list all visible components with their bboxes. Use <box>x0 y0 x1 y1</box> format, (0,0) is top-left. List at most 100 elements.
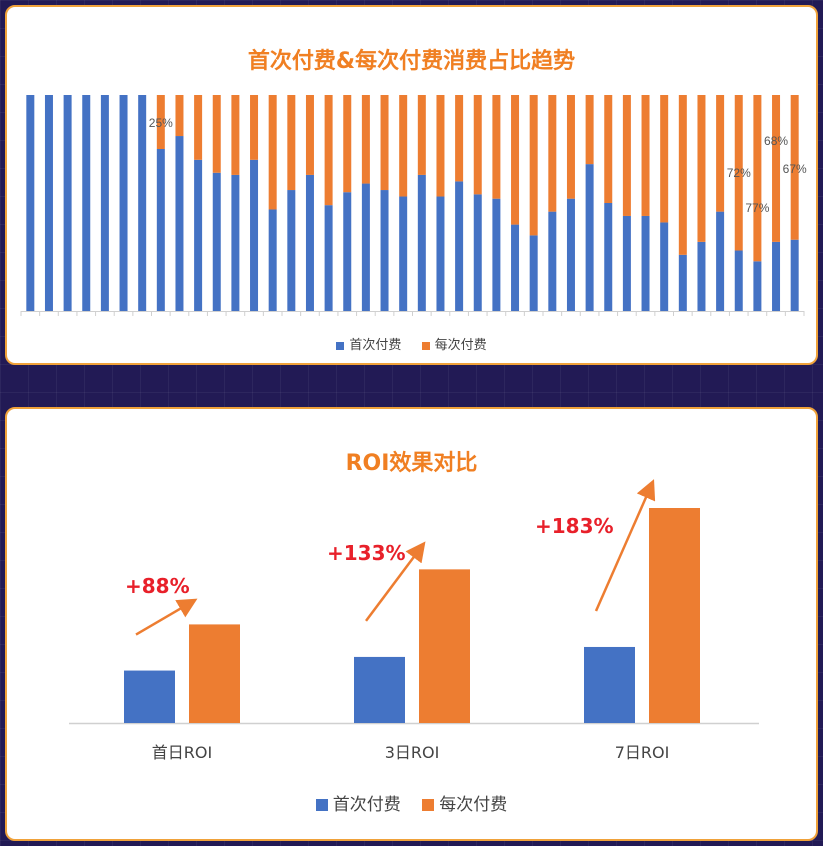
legend-label-repeat: 每次付费 <box>439 795 508 815</box>
bar-first <box>100 95 109 311</box>
roi-title: ROI效果对比 <box>345 451 478 476</box>
bar-repeat <box>492 95 501 199</box>
bar-first <box>287 190 296 311</box>
bar-first <box>119 95 128 311</box>
bar-repeat <box>473 95 482 195</box>
bar-repeat <box>455 95 464 182</box>
bar-repeat <box>697 95 706 242</box>
bar-first <box>250 159 259 311</box>
bar-first <box>772 241 781 311</box>
bar-first <box>417 174 426 311</box>
bar-first <box>343 192 352 311</box>
bar-repeat <box>566 95 575 199</box>
bar-repeat <box>716 95 725 212</box>
bar-repeat <box>399 95 408 197</box>
bar-repeat <box>790 95 799 240</box>
growth-annotation: +88% <box>125 574 190 598</box>
bar-first <box>641 215 650 311</box>
growth-annotation: +133% <box>327 541 406 565</box>
legend-swatch-first <box>315 799 328 811</box>
bar-repeat <box>622 95 631 216</box>
share-trend-panel: 首次付费&每次付费消费占比趋势 25% 72% 77% 68% 67% 首次付费 每次付… <box>5 5 818 365</box>
bar-first <box>455 181 464 311</box>
legend-swatch-repeat <box>422 799 435 811</box>
bar-repeat <box>548 95 557 212</box>
legend-item-repeat: 每次付费 <box>422 790 507 815</box>
bar-first <box>399 196 408 311</box>
bar-first <box>604 203 613 311</box>
data-label: 68% <box>764 134 788 148</box>
bar-repeat <box>175 95 184 137</box>
roi-legend: 首次付费 每次付费 <box>7 790 816 815</box>
bar-first <box>305 174 314 311</box>
bar-first <box>124 670 175 723</box>
bar-repeat <box>305 95 314 175</box>
bar-repeat <box>678 95 687 255</box>
legend-label-first: 首次付费 <box>332 795 401 815</box>
bar-first <box>63 95 72 311</box>
x-tick-label: 首日ROI <box>152 743 212 762</box>
data-label: 25% <box>149 116 173 130</box>
bar-first <box>231 174 240 311</box>
roi-chart: 首日ROI +88% 3日ROI +133% 7日ROI +183% <box>69 479 759 762</box>
bar-first <box>492 198 501 311</box>
bar-first <box>361 183 370 311</box>
bar-repeat <box>604 95 613 203</box>
bar-repeat <box>231 95 240 175</box>
bar-first <box>212 172 221 311</box>
bar-repeat <box>189 624 240 723</box>
bar-first <box>138 95 147 311</box>
bar-repeat <box>380 95 389 191</box>
bar-first <box>548 211 557 311</box>
x-tick-label: 7日ROI <box>615 743 670 762</box>
bar-repeat <box>511 95 520 225</box>
bar-repeat <box>194 95 203 160</box>
roi-panel: ROI效果对比 首日ROI +88% 3日ROI +133% 7日ROI +183% 首次… <box>5 407 818 841</box>
bar-first <box>324 205 333 311</box>
bar-repeat <box>529 95 538 236</box>
bar-repeat <box>772 95 781 242</box>
bar-first <box>790 239 799 311</box>
growth-annotation: +183% <box>535 514 614 538</box>
bar-repeat <box>660 95 669 223</box>
bar-first <box>734 250 743 311</box>
x-tick-label: 3日ROI <box>385 743 440 762</box>
bar-repeat <box>250 95 259 160</box>
bar-repeat <box>268 95 277 210</box>
share-trend-title: 首次付费&每次付费消费占比趋势 <box>247 49 576 74</box>
data-label: 72% <box>727 166 751 180</box>
bar-first <box>194 159 203 311</box>
share-trend-legend: 首次付费 每次付费 <box>7 334 816 353</box>
legend-item-repeat: 每次付费 <box>421 334 487 353</box>
legend-swatch-repeat <box>421 341 430 350</box>
bar-repeat <box>343 95 352 193</box>
bar-first <box>436 196 445 311</box>
bar-first <box>44 95 53 311</box>
bar-repeat <box>156 95 165 149</box>
bar-first <box>753 261 762 311</box>
bar-first <box>511 224 520 311</box>
bar-repeat <box>649 508 700 723</box>
growth-arrow <box>594 479 656 612</box>
bar-first <box>268 209 277 311</box>
legend-swatch-first <box>336 341 345 350</box>
bar-first <box>566 198 575 311</box>
bar-repeat <box>436 95 445 197</box>
bar-repeat <box>419 569 470 723</box>
bar-first <box>529 235 538 311</box>
bar-first <box>660 222 669 311</box>
bar-repeat <box>324 95 333 206</box>
bar-first <box>26 95 35 311</box>
bar-first <box>354 656 405 723</box>
bar-repeat <box>753 95 762 262</box>
bar-first <box>82 95 91 311</box>
legend-item-first: 首次付费 <box>336 334 401 353</box>
bar-repeat <box>417 95 426 175</box>
bar-first <box>622 215 631 311</box>
data-label: 67% <box>783 162 807 176</box>
bar-first <box>156 149 165 311</box>
share-trend-chart: 25% 72% 77% 68% 67% <box>20 95 807 316</box>
bar-first <box>175 136 184 311</box>
bar-repeat <box>212 95 221 173</box>
data-label: 77% <box>745 201 769 215</box>
